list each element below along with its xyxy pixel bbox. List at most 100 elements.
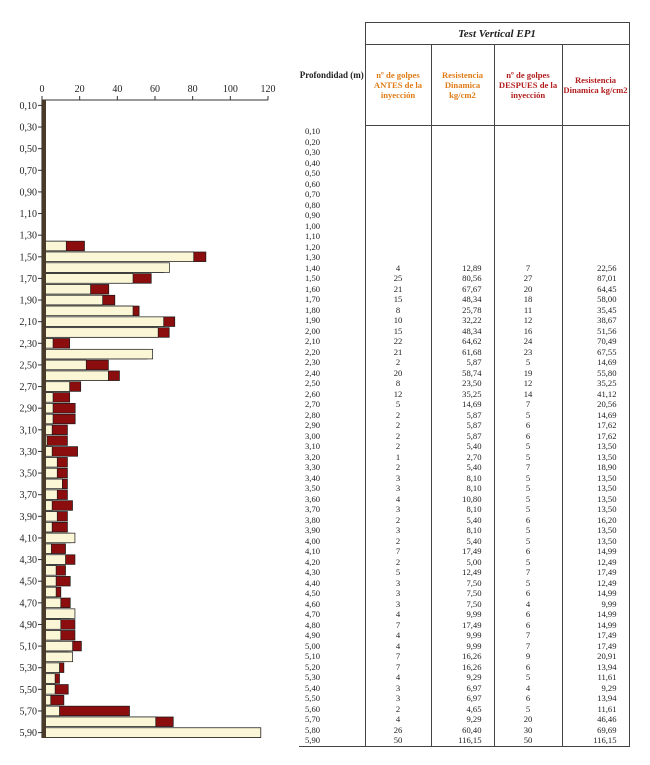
blows-before-cell: 4 — [364, 609, 432, 620]
resistance-before-cell — [430, 136, 495, 147]
resistance-after-cell: 12,49 — [561, 556, 630, 567]
bar-before — [41, 640, 73, 652]
y-tick-label: 2,70 — [20, 382, 38, 393]
resistance-after-cell: 17,49 — [561, 630, 630, 641]
blows-before-cell: 3 — [364, 693, 432, 704]
table-row: 0,90 — [299, 210, 630, 221]
blows-after-cell — [493, 252, 563, 263]
blows-before-cell — [364, 231, 432, 242]
resistance-after-cell: 9,99 — [561, 598, 630, 609]
resistance-before-cell — [430, 147, 495, 158]
depth-cell: 2,90 — [299, 420, 366, 431]
resistance-after-cell: 13,94 — [561, 661, 630, 672]
resistance-after-cell: 14,99 — [561, 546, 630, 557]
blows-before-cell: 3 — [364, 598, 432, 609]
resistance-before-cell — [430, 231, 495, 242]
blows-before-cell: 5 — [364, 399, 432, 410]
resistance-after-cell — [561, 178, 630, 189]
x-tick-label: 20 — [75, 84, 85, 95]
table-row: 2,50 8 23,50 12 35,25 — [299, 378, 630, 389]
table-row: 4,50 3 7,50 6 14,99 — [299, 588, 630, 599]
table-row: 0,60 — [299, 178, 630, 189]
resistance-before-cell — [430, 199, 495, 210]
resistance-before-cell: 6,97 — [430, 682, 495, 693]
y-tick-label: 1,70 — [20, 274, 38, 285]
y-tick-label: 5,70 — [20, 706, 38, 717]
depth-cell: 3,50 — [299, 483, 366, 494]
blows-before-cell: 7 — [364, 661, 432, 672]
resistance-after-cell — [561, 220, 630, 231]
y-tick-label: 1,30 — [20, 231, 38, 242]
resistance-after-cell: 17,49 — [561, 640, 630, 651]
resistance-after-cell — [561, 199, 630, 210]
table-row: 5,20 7 16,26 6 13,94 — [299, 661, 630, 672]
depth-cell: 2,00 — [299, 325, 366, 336]
y-tick-label: 3,30 — [20, 447, 38, 458]
depth-cell: 1,70 — [299, 294, 366, 305]
y-tick-label: 2,10 — [20, 317, 38, 328]
blows-after-cell: 5 — [493, 483, 563, 494]
table-row: 4,40 3 7,50 5 12,49 — [299, 577, 630, 588]
y-tick-label: 1,10 — [20, 209, 38, 220]
y-tick-label: 3,90 — [20, 512, 38, 523]
blows-after-cell: 12 — [493, 378, 563, 389]
resistance-before-cell — [430, 157, 495, 168]
resistance-before-cell — [430, 220, 495, 231]
resistance-before-cell — [430, 178, 495, 189]
depth-cell: 0,80 — [299, 199, 366, 210]
blows-before-header: nº de golpes ANTES de la inyección — [364, 44, 432, 126]
depth-cell: 3,00 — [299, 430, 366, 441]
x-tick-label: 80 — [188, 84, 198, 95]
blows-before-cell: 2 — [364, 357, 432, 368]
resistance-before-cell — [430, 125, 495, 137]
resistance-after-cell: 69,69 — [561, 724, 630, 735]
resistance-after-cell: 14,69 — [561, 357, 630, 368]
table-row: 2,20 21 61,68 23 67,55 — [299, 346, 630, 357]
y-axis: 0,10 0,30 0,50 0,70 0,90 1,10 1,30 1,50 1,70 1,90… — [20, 100, 43, 739]
table-row: 4,20 2 5,00 5 12,49 — [299, 556, 630, 567]
y-tick-label: 0,30 — [20, 123, 38, 134]
depth-cell: 5,20 — [299, 661, 366, 672]
blows-after-cell: 6 — [493, 430, 563, 441]
blows-before-cell: 2 — [364, 420, 432, 431]
resistance-before-cell: 5,87 — [430, 357, 495, 368]
resistance-after-cell: 17,62 — [561, 430, 630, 441]
blows-before-cell — [364, 157, 432, 168]
blows-before-cell: 8 — [364, 304, 432, 315]
blows-after-cell: 6 — [493, 546, 563, 557]
resistance-after-cell — [561, 136, 630, 147]
resistance-before-cell: 5,40 — [430, 441, 495, 452]
blows-before-cell: 12 — [364, 388, 432, 399]
y-tick-label: 5,50 — [20, 685, 38, 696]
resistance-after-cell: 14,69 — [561, 409, 630, 420]
resistance-after-cell: 14,99 — [561, 619, 630, 630]
resistance-after-cell — [561, 252, 630, 263]
depth-cell: 5,70 — [299, 714, 366, 725]
resistance-before-cell: 5,87 — [430, 420, 495, 431]
table-row: 3,30 2 5,40 7 18,90 — [299, 462, 630, 473]
resistance-before-cell: 10,80 — [430, 493, 495, 504]
resistance-before-cell: 116,15 — [430, 735, 495, 747]
y-tick-label: 4,50 — [20, 577, 38, 588]
blows-before-cell: 2 — [364, 430, 432, 441]
y-tick-label: 4,10 — [20, 533, 38, 544]
blows-before-cell: 21 — [364, 283, 432, 294]
table-row: 3,80 2 5,40 6 16,20 — [299, 514, 630, 525]
depth-cell: 1,80 — [299, 304, 366, 315]
depth-cell: 5,90 — [299, 735, 366, 747]
y-tick-label: 5,30 — [20, 663, 38, 674]
depth-cell: 4,40 — [299, 577, 366, 588]
depth-cell: 4,90 — [299, 630, 366, 641]
depth-cell: 5,60 — [299, 703, 366, 714]
blows-before-cell: 10 — [364, 315, 432, 326]
blows-before-cell: 7 — [364, 651, 432, 662]
resistance-before-cell: 5,87 — [430, 430, 495, 441]
blows-before-cell: 7 — [364, 619, 432, 630]
table-row: 3,40 3 8,10 5 13,50 — [299, 472, 630, 483]
resistance-before-cell: 5,40 — [430, 535, 495, 546]
resistance-before-cell: 25,78 — [430, 304, 495, 315]
table-row: 4,70 4 9,99 6 14,99 — [299, 609, 630, 620]
blows-after-cell: 6 — [493, 588, 563, 599]
resistance-before-cell: 32,22 — [430, 315, 495, 326]
blows-before-cell — [364, 199, 432, 210]
